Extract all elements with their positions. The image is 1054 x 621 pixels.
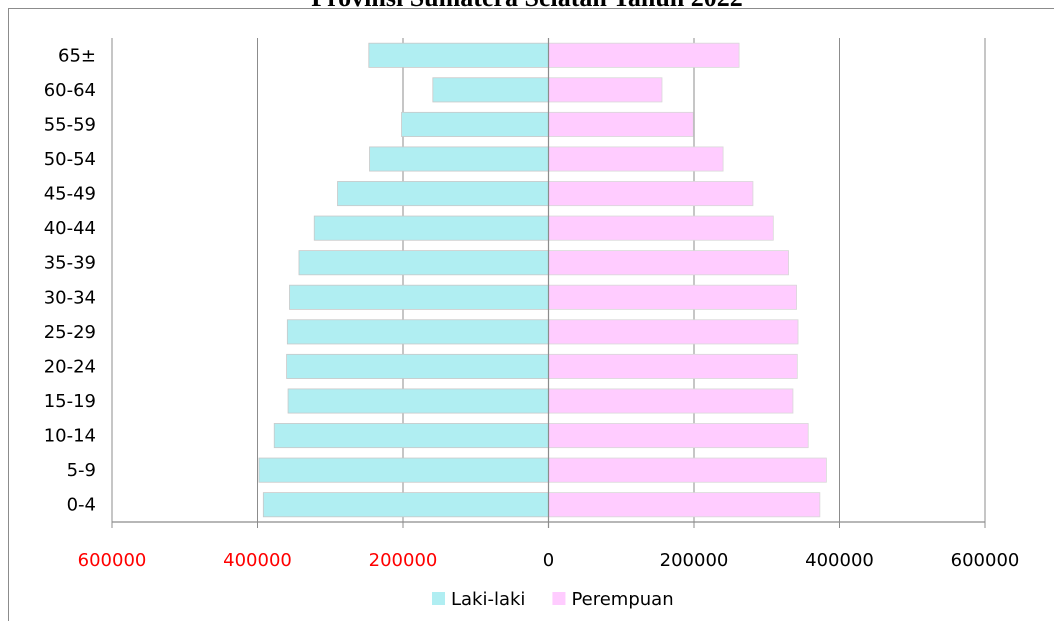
y-tick-label-45-49: 45-49 (44, 184, 96, 205)
legend-swatch-laki-laki (432, 592, 445, 605)
legend-label-laki-laki: Laki-laki (451, 589, 525, 610)
bar-perempuan-25-29 (548, 319, 799, 345)
x-tick-label-1: 400000 (223, 550, 292, 571)
x-tick-label-6: 600000 (951, 550, 1020, 571)
axes (111, 38, 986, 528)
x-tick-label-5: 400000 (805, 550, 874, 571)
y-tick-label-5-9: 5-9 (67, 460, 96, 481)
x-tick-labels: 600000 400000 200000 0 200000 400000 600000 (78, 550, 1020, 571)
y-tick-label-55-59: 55-59 (44, 114, 96, 135)
y-tick-label-60-64: 60-64 (44, 80, 96, 101)
legend-label-perempuan: Perempuan (571, 589, 673, 610)
chart-frame (8, 8, 1054, 621)
y-tick-labels: 0-4 5-9 10-14 15-19 20-24 25-29 30-34 35-39 40-4… (44, 45, 96, 515)
bar-laki-laki-5-9 (258, 457, 549, 483)
perempuan-bars (548, 42, 827, 518)
bar-laki-laki-60-64 (432, 77, 549, 103)
bar-perempuan-55-59 (548, 111, 694, 137)
bar-laki-laki-15-19 (287, 388, 549, 414)
chart-title: Provinsi Sumatera Selatan Tahun 2022 (0, 0, 1054, 13)
bar-laki-laki-45-49 (337, 181, 549, 207)
bar-laki-laki-65± (368, 42, 549, 68)
bar-perempuan-30-34 (548, 284, 797, 310)
y-tick-label-65±: 65± (58, 45, 96, 66)
x-tick-label-0: 600000 (78, 550, 147, 571)
y-tick-label-10-14: 10-14 (44, 426, 96, 447)
bar-perempuan-35-39 (548, 250, 789, 276)
legend: Laki-laki Perempuan (432, 589, 674, 610)
y-tick-label-20-24: 20-24 (44, 356, 96, 377)
laki-laki-bars (258, 42, 549, 518)
bar-perempuan-0-4 (548, 492, 821, 518)
bar-perempuan-50-54 (548, 146, 724, 172)
bar-laki-laki-10-14 (273, 423, 549, 449)
y-tick-label-30-34: 30-34 (44, 287, 96, 308)
bar-laki-laki-20-24 (286, 353, 549, 379)
bar-perempuan-20-24 (548, 353, 798, 379)
x-tick-label-2: 200000 (369, 550, 438, 571)
bar-perempuan-10-14 (548, 423, 809, 449)
bar-laki-laki-55-59 (401, 111, 549, 137)
y-tick-label-25-29: 25-29 (44, 322, 96, 343)
bar-perempuan-60-64 (548, 77, 663, 103)
bar-perempuan-15-19 (548, 388, 794, 414)
y-tick-label-50-54: 50-54 (44, 149, 96, 170)
x-tick-label-3: 0 (543, 550, 554, 571)
y-tick-label-0-4: 0-4 (67, 495, 96, 516)
legend-swatch-perempuan (552, 592, 566, 605)
bar-laki-laki-25-29 (286, 319, 549, 345)
x-tick-label-4: 200000 (660, 550, 729, 571)
y-tick-label-15-19: 15-19 (44, 391, 96, 412)
y-tick-label-35-39: 35-39 (44, 253, 96, 274)
bar-perempuan-40-44 (548, 215, 774, 241)
bar-laki-laki-0-4 (262, 492, 549, 518)
bar-perempuan-45-49 (548, 181, 754, 207)
bar-laki-laki-30-34 (289, 284, 549, 310)
bar-laki-laki-35-39 (298, 250, 549, 276)
bar-perempuan-5-9 (548, 457, 827, 483)
y-tick-label-40-44: 40-44 (44, 218, 96, 239)
bar-laki-laki-50-54 (369, 146, 549, 172)
bar-perempuan-65± (548, 42, 740, 68)
bar-laki-laki-40-44 (313, 215, 549, 241)
